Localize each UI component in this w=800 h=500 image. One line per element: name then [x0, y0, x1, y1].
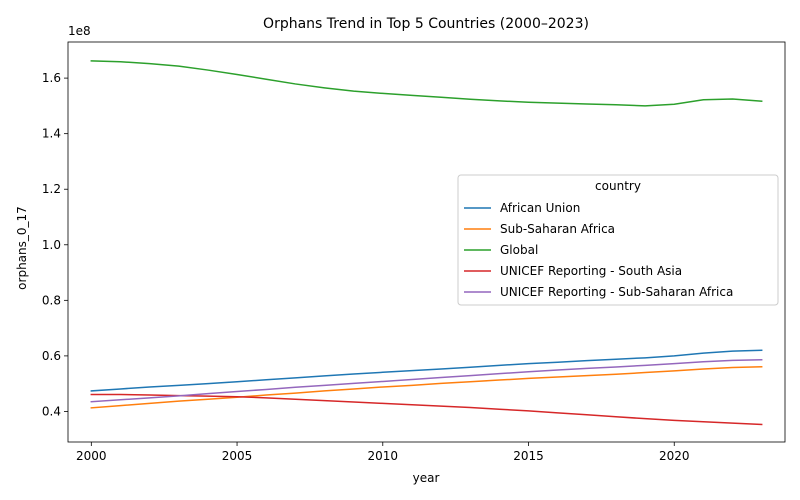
- x-tick-label: 2015: [513, 449, 544, 463]
- x-axis: 2000 2005 2010 2015 2020: [76, 442, 690, 463]
- legend-item-unicef-reporting-south-asia: UNICEF Reporting - South Asia: [464, 264, 682, 278]
- axes-frame: [67, 41, 786, 443]
- y-axis-label: orphans_0_17: [15, 206, 29, 290]
- legend: country African Union Sub-Saharan Africa G…: [457, 174, 779, 306]
- series-line-global: [90, 60, 763, 107]
- legend-box: [457, 174, 779, 306]
- y-axis: 0.4 0.6 0.8 1.0 1.2 1.4 1.6: [42, 71, 68, 418]
- x-tick-label: 2010: [368, 449, 399, 463]
- legend-title: country: [595, 179, 641, 193]
- series-layer: [90, 60, 763, 426]
- legend-label: African Union: [500, 201, 580, 215]
- x-tick-label: 2000: [76, 449, 107, 463]
- x-tick-label: 2005: [222, 449, 253, 463]
- chart-title: Orphans Trend in Top 5 Countries (2000–2…: [263, 16, 589, 32]
- y-tick-label: 0.6: [42, 349, 61, 363]
- series-line-african-union: [90, 349, 763, 392]
- x-tick-label: 2020: [659, 449, 690, 463]
- legend-label: UNICEF Reporting - Sub-Saharan Africa: [500, 285, 733, 299]
- y-tick-label: 0.4: [42, 404, 61, 418]
- legend-items: African Union Sub-Saharan Africa Global UNI…: [464, 201, 733, 299]
- x-axis-label: year: [413, 471, 440, 485]
- plot-area: [67, 41, 786, 443]
- legend-label: UNICEF Reporting - South Asia: [500, 264, 682, 278]
- series-line-unicef-reporting-south-asia: [90, 393, 763, 426]
- y-axis-multiplier: 1e8: [68, 24, 91, 38]
- legend-label: Sub-Saharan Africa: [500, 222, 615, 236]
- y-tick-label: 0.8: [42, 293, 61, 307]
- y-tick-label: 1.6: [42, 71, 61, 85]
- legend-item-african-union: African Union: [464, 201, 580, 215]
- y-tick-label: 1.4: [42, 127, 61, 141]
- y-tick-label: 1.2: [42, 182, 61, 196]
- legend-item-global: Global: [464, 243, 538, 257]
- series-line-unicef-reporting-sub-saharan-africa: [90, 359, 763, 403]
- series-line-sub-saharan-africa: [90, 365, 763, 409]
- y-tick-label: 1.0: [42, 238, 61, 252]
- legend-item-unicef-reporting-sub-saharan-africa: UNICEF Reporting - Sub-Saharan Africa: [464, 285, 733, 299]
- legend-label: Global: [500, 243, 538, 257]
- legend-item-sub-saharan-africa: Sub-Saharan Africa: [464, 222, 615, 236]
